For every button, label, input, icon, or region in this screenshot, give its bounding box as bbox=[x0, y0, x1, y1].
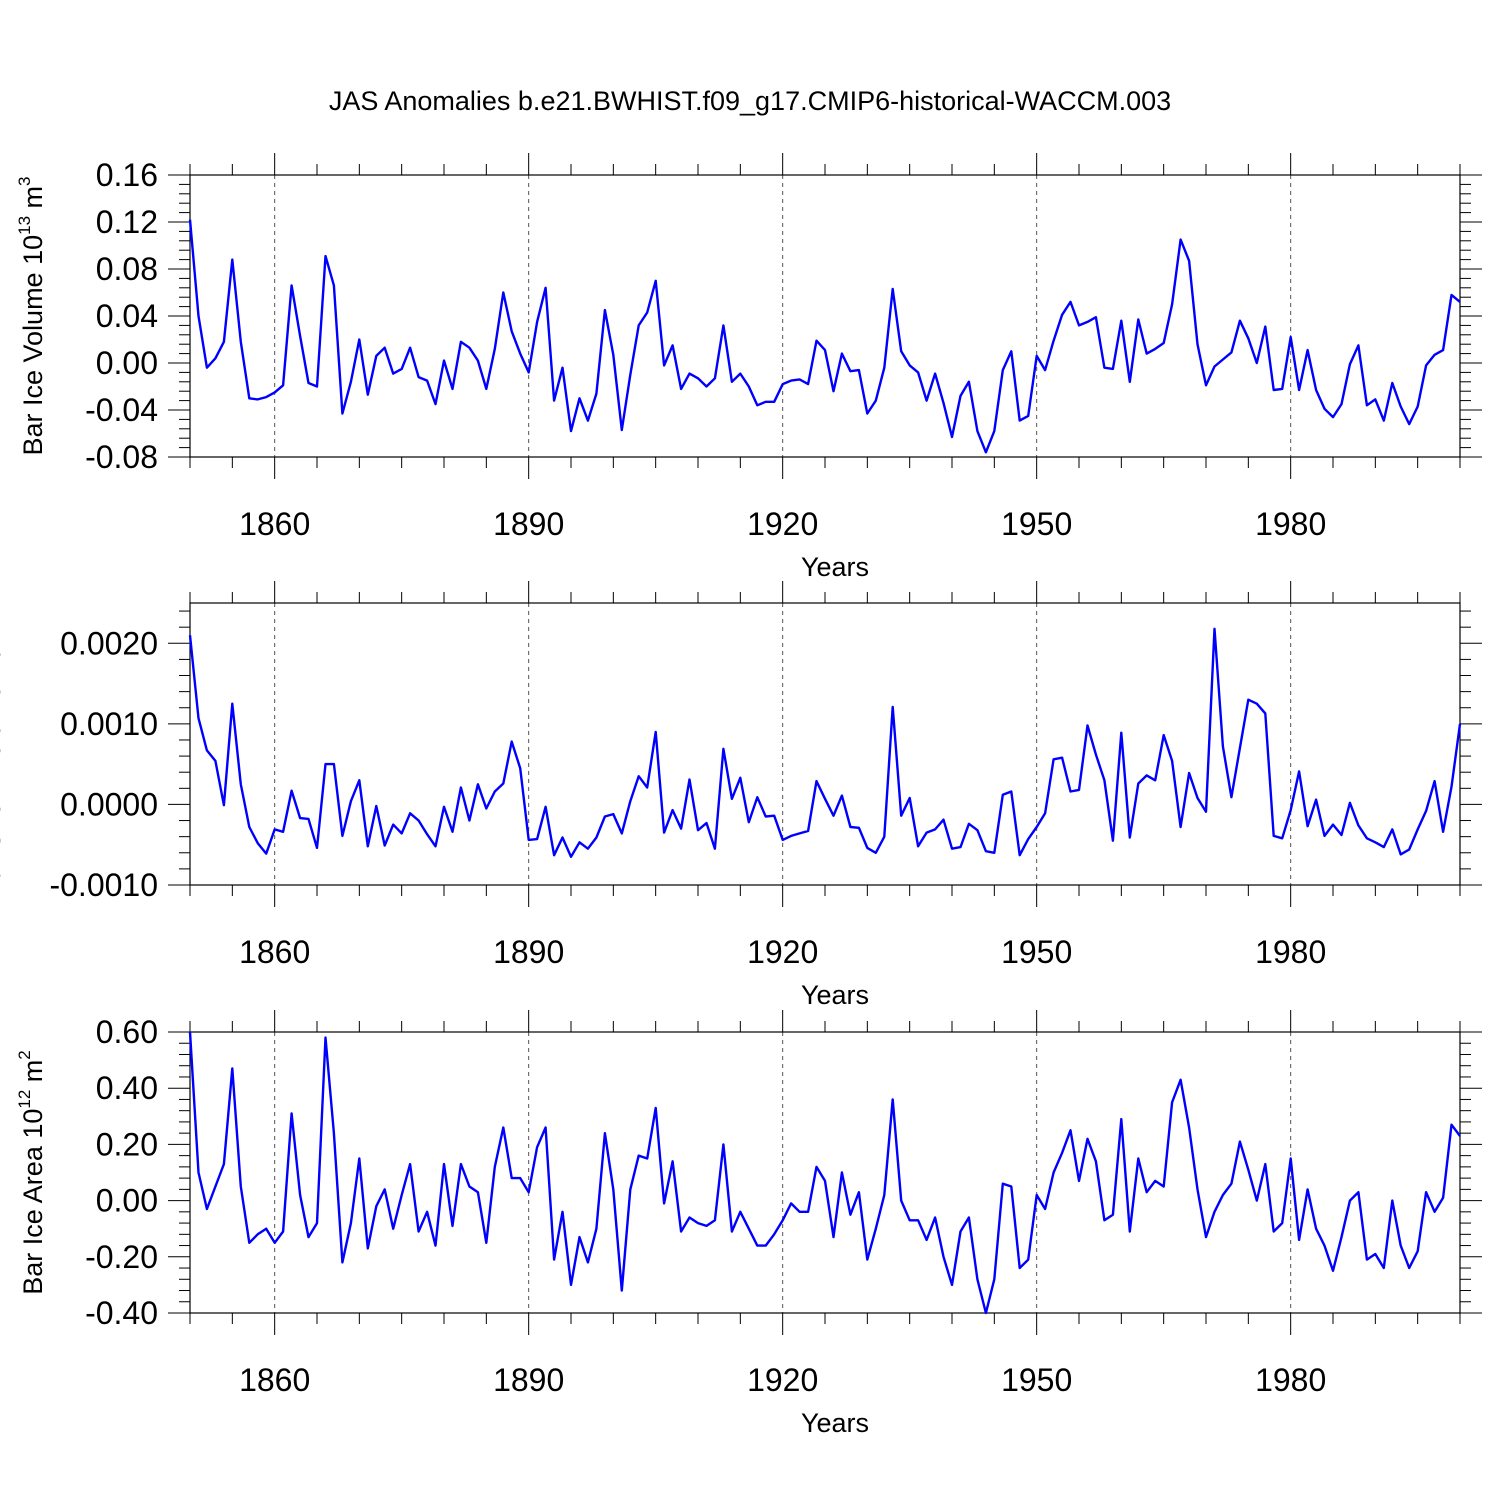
panel-1-y-axis-label: Bar Ice Volume 1013 m3 bbox=[15, 176, 48, 455]
panels-group: -0.08 -0.04 0.00 0.04 0.08 0.12 0.16 1860 1890 19… bbox=[0, 153, 1482, 1438]
panel-1-y-tick-label: 0.00 bbox=[96, 345, 158, 381]
panel-2-x-tick-label: 1950 bbox=[1001, 934, 1072, 970]
panel-1-y-tick-label: 0.08 bbox=[96, 251, 158, 287]
panel-1-y-axis-label-exp: 13 bbox=[15, 216, 34, 235]
panel-2-y-axis-label: Bar Snow Volume 1013 m3 bbox=[0, 589, 6, 900]
panel-3-x-tick-label: 1860 bbox=[239, 1362, 310, 1398]
panel-1-series-line bbox=[188, 219, 1461, 454]
panel-3-x-tick-label: 1980 bbox=[1255, 1362, 1326, 1398]
panel-3-frame bbox=[189, 1031, 1461, 1314]
panel-1-x-axis-label: Years bbox=[801, 552, 869, 582]
panel-3-y-tick-label: 0.20 bbox=[96, 1126, 158, 1162]
panel-2-y-axis-label-main: Bar Snow Volume 10 bbox=[0, 647, 6, 899]
panel-2: -0.0010 0.0000 0.0010 0.0020 1860 1890 1920 195… bbox=[0, 581, 1482, 1010]
panel-3-y-tick-label: 0.40 bbox=[96, 1070, 158, 1106]
panel-1-y-tick-label: -0.08 bbox=[85, 439, 158, 475]
panel-3-y-axis-label-exp: 12 bbox=[15, 1090, 34, 1109]
panel-3-y-tick-label: -0.40 bbox=[85, 1295, 158, 1331]
panel-1-x-tick-label: 1980 bbox=[1255, 506, 1326, 542]
panel-2-series-line bbox=[188, 627, 1462, 858]
panel-3-x-tick-label: 1950 bbox=[1001, 1362, 1072, 1398]
panel-3-y-axis-label-unit-exp: 2 bbox=[15, 1050, 34, 1059]
chart-title: JAS Anomalies b.e21.BWHIST.f09_g17.CMIP6… bbox=[329, 86, 1171, 116]
panel-3-y-axis-label-unit: m bbox=[18, 1060, 48, 1090]
panel-1-x-tick-label: 1860 bbox=[239, 506, 310, 542]
panel-3-y-tick-label: 0.00 bbox=[96, 1183, 158, 1219]
panel-3-y-tick-label: -0.20 bbox=[85, 1239, 158, 1275]
panel-1-x-tick-label: 1950 bbox=[1001, 506, 1072, 542]
panel-2-y-tick-label: 0.0010 bbox=[60, 706, 158, 742]
panel-2-frame bbox=[189, 602, 1461, 886]
panel-3-x-tick-label: 1920 bbox=[747, 1362, 818, 1398]
panel-1-y-axis-label-unit-exp: 3 bbox=[15, 176, 34, 185]
panel-3-x-axis-label: Years bbox=[801, 1408, 869, 1438]
panel-1-y-tick-label: 0.12 bbox=[96, 204, 158, 240]
panel-3-series-line bbox=[188, 1031, 1461, 1315]
panel-2-x-tick-label: 1890 bbox=[493, 934, 564, 970]
panel-2-x-tick-label: 1860 bbox=[239, 934, 310, 970]
panel-1-y-axis-label-unit: m bbox=[18, 186, 48, 216]
panel-1-y-axis-label-main: Bar Ice Volume 10 bbox=[18, 235, 48, 456]
panel-1-frame bbox=[189, 174, 1461, 458]
panel-2-y-tick-label: 0.0000 bbox=[60, 786, 158, 822]
panel-1-x-tick-label: 1890 bbox=[493, 506, 564, 542]
panel-3-y-axis-label: Bar Ice Area 1012 m2 bbox=[15, 1050, 48, 1295]
panel-1-y-tick-label: 0.04 bbox=[96, 298, 158, 334]
panel-1-y-tick-label: -0.04 bbox=[85, 392, 158, 428]
panel-3-y-tick-label: 0.60 bbox=[96, 1014, 158, 1050]
panel-3: -0.40 -0.20 0.00 0.20 0.40 0.60 1860 1890 1920 19… bbox=[15, 1010, 1482, 1438]
panel-2-x-tick-label: 1980 bbox=[1255, 934, 1326, 970]
panel-1-x-tick-label: 1920 bbox=[747, 506, 818, 542]
panel-2-y-tick-label: -0.0010 bbox=[49, 867, 158, 903]
panel-2-y-tick-label: 0.0020 bbox=[60, 625, 158, 661]
panel-2-y-axis-label-unit: m bbox=[0, 598, 6, 628]
panel-1: -0.08 -0.04 0.00 0.04 0.08 0.12 0.16 1860 1890 19… bbox=[15, 153, 1482, 582]
panel-2-x-tick-label: 1920 bbox=[747, 934, 818, 970]
panel-3-x-tick-label: 1890 bbox=[493, 1362, 564, 1398]
panel-1-y-tick-label: 0.16 bbox=[96, 157, 158, 193]
panel-2-x-axis-label: Years bbox=[801, 980, 869, 1010]
panel-3-y-axis-label-main: Bar Ice Area 10 bbox=[18, 1109, 48, 1295]
